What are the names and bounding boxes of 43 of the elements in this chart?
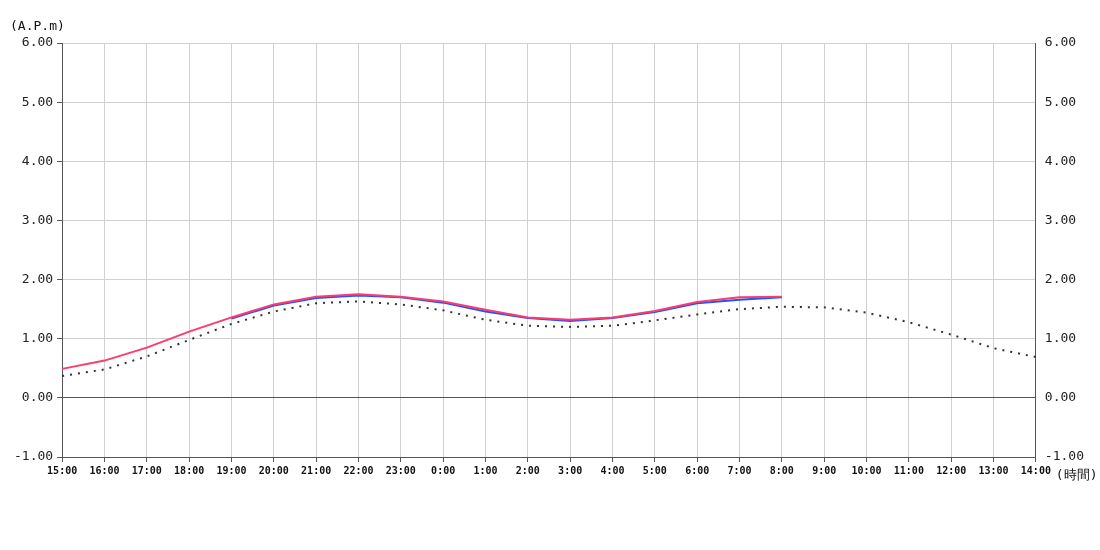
y-tick-label: -1.00	[13, 448, 54, 464]
x-tick-label: 7:00	[727, 464, 752, 476]
x-axis-title: (時間)	[1055, 466, 1098, 482]
x-tick-label: 12:00	[936, 464, 967, 476]
x-tick-label: 6:00	[685, 464, 710, 476]
x-tick-label: 13:00	[978, 464, 1009, 476]
y-axis-title: (A.P.m)	[10, 17, 65, 33]
y-tick-label: 1.00	[21, 330, 54, 346]
x-tick-label: 18:00	[174, 464, 205, 476]
y2-tick-label: 2.00	[1044, 270, 1077, 286]
y2-tick-label: 0.00	[1044, 389, 1077, 405]
x-tick-label: 22:00	[343, 464, 374, 476]
y-tick-label: 4.00	[21, 152, 54, 168]
x-tick-label: 4:00	[600, 464, 625, 476]
y2-tick-label: 3.00	[1044, 211, 1077, 227]
x-tick-label: 16:00	[89, 464, 120, 476]
x-tick-label: 1:00	[473, 464, 498, 476]
x-tick-label: 3:00	[558, 464, 583, 476]
x-tick-label: 19:00	[216, 464, 247, 476]
y-tick-label: 2.00	[21, 270, 54, 286]
y-tick-label: 3.00	[21, 211, 54, 227]
x-tick-label: 15:00	[47, 464, 78, 476]
y2-tick-label: 5.00	[1044, 93, 1077, 109]
x-tick-label: 2:00	[515, 464, 540, 476]
x-tick-label: 14:00	[1020, 464, 1051, 476]
y2-tick-label: 4.00	[1044, 152, 1077, 168]
y-tick-label: 6.00	[21, 34, 54, 50]
x-tick-label: 20:00	[258, 464, 289, 476]
y2-tick-label: 1.00	[1044, 330, 1077, 346]
y-tick-label: 0.00	[21, 389, 54, 405]
line-series	[61, 300, 1037, 377]
x-tick-label: 8:00	[769, 464, 794, 476]
x-tick-label: 11:00	[893, 464, 924, 476]
y2-tick-label: 6.00	[1044, 34, 1077, 50]
x-tick-label: 17:00	[131, 464, 162, 476]
x-tick-label: 23:00	[385, 464, 416, 476]
x-tick-label: 21:00	[301, 464, 332, 476]
y2-tick-label: -1.00	[1044, 448, 1085, 464]
x-tick-label: 5:00	[642, 464, 667, 476]
x-tick-label: 0:00	[431, 464, 456, 476]
y-tick-label: 5.00	[21, 93, 54, 109]
x-tick-label: 10:00	[851, 464, 882, 476]
x-tick-label: 9:00	[812, 464, 837, 476]
